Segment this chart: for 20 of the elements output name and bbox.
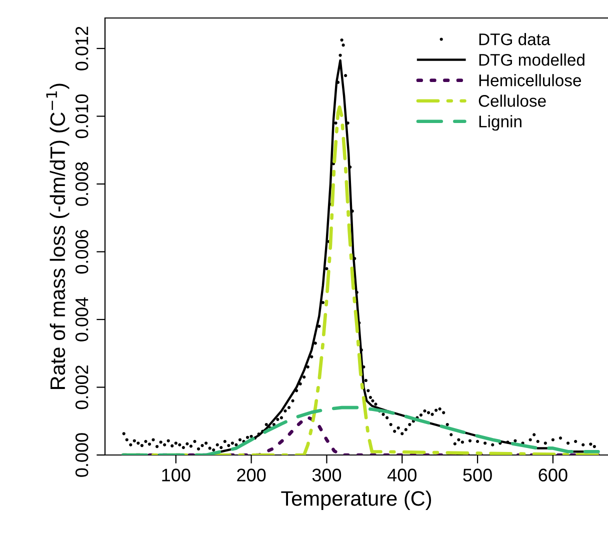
legend-label: DTG modelled bbox=[479, 54, 584, 66]
y-tick-label: 0.006 bbox=[75, 230, 88, 274]
x-axis-title: Temperature (C) bbox=[281, 490, 432, 510]
x-tick-label: 300 bbox=[312, 468, 342, 482]
x-tick-label: 600 bbox=[538, 468, 568, 482]
legend-label: Cellulose bbox=[478, 94, 546, 107]
x-tick-label: 400 bbox=[387, 468, 416, 482]
y-axis-title: Rate of mass loss (-dm/dT) (C$^{−1}$) bbox=[46, 84, 70, 389]
y-tick-label: 0.000 bbox=[75, 433, 88, 477]
y-tick-label: 0.010 bbox=[75, 94, 88, 138]
y-tick-label: 0.008 bbox=[75, 162, 88, 206]
y-tick-label: 0.002 bbox=[75, 366, 88, 410]
legend-label: DTG data bbox=[479, 33, 550, 46]
y-tick-label: 0.004 bbox=[75, 297, 88, 342]
x-tick-label: 200 bbox=[237, 468, 266, 482]
x-tick-label: 100 bbox=[162, 468, 190, 482]
x-tick-label: 500 bbox=[463, 468, 492, 482]
legend-label: Hemicellulose bbox=[479, 74, 582, 86]
y-tick-label: 0.012 bbox=[75, 26, 88, 70]
legend-label: Lignin bbox=[479, 115, 522, 131]
